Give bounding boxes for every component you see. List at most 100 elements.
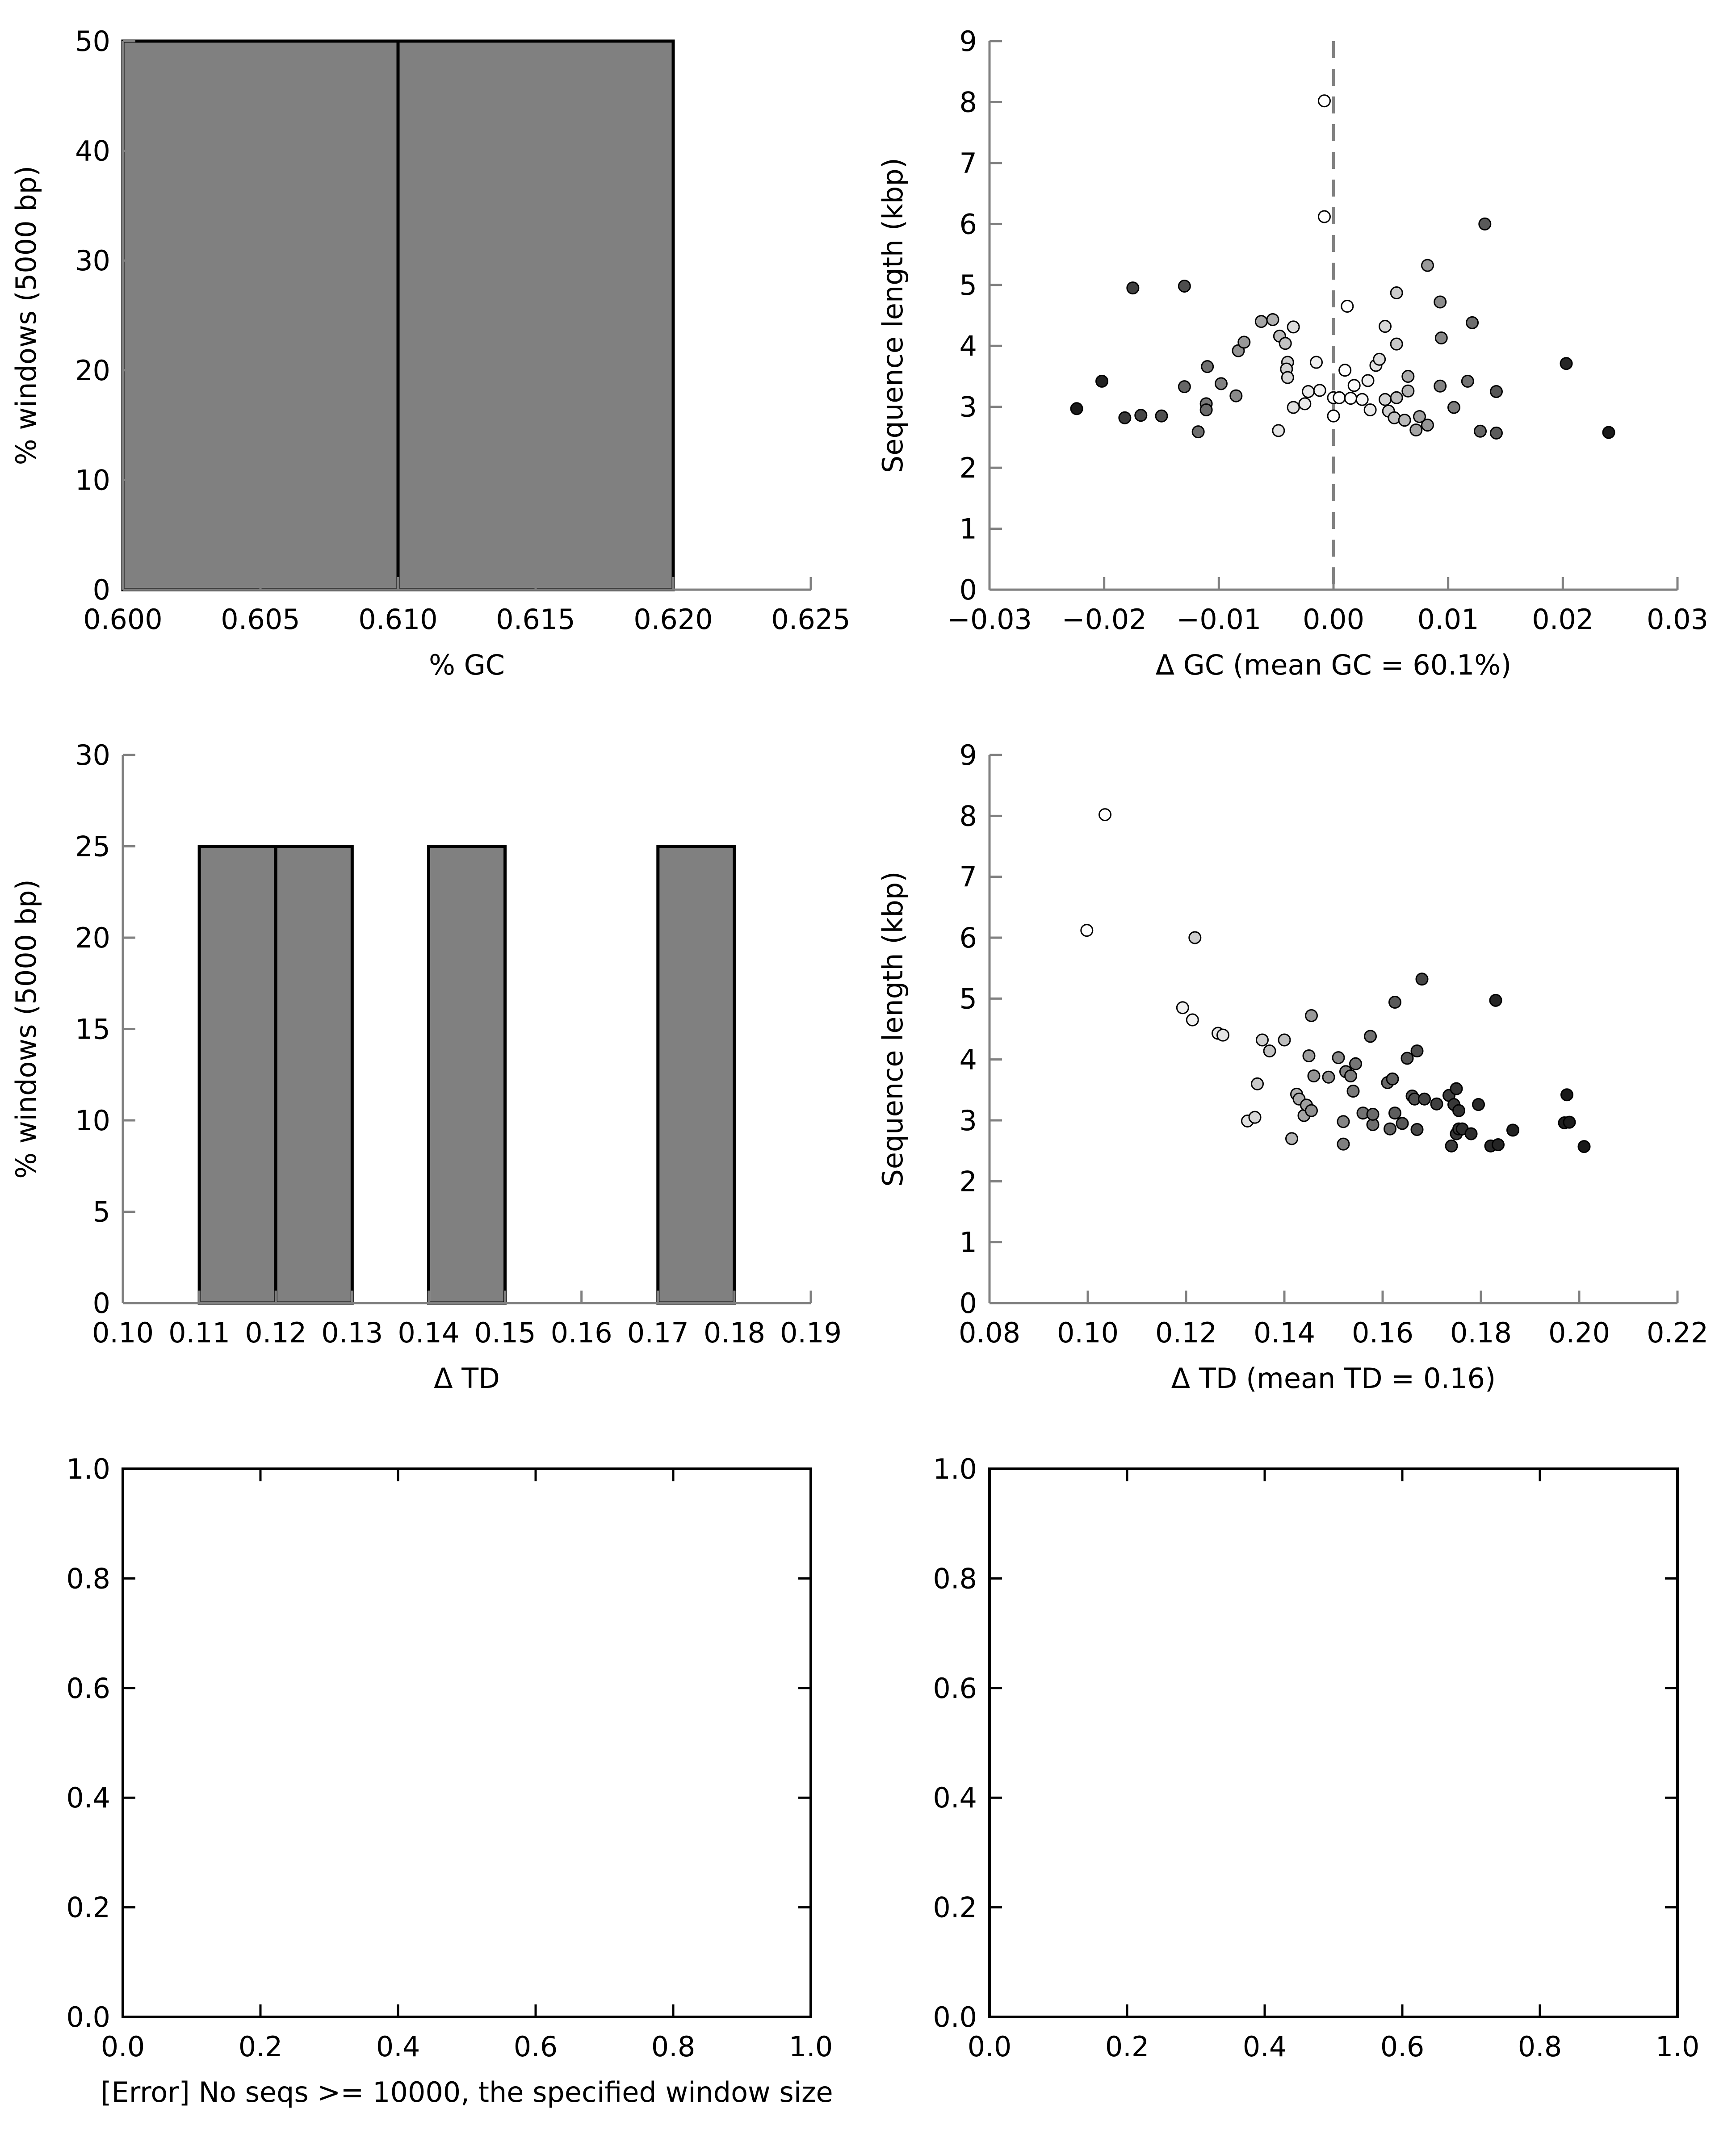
scatter-point xyxy=(1452,1104,1465,1117)
scatter-point xyxy=(1413,410,1426,423)
scatter-point xyxy=(1344,392,1357,405)
y-tick-label: 40 xyxy=(75,135,110,168)
scatter-point xyxy=(1347,379,1361,392)
x-tick-label: 0.11 xyxy=(168,1316,230,1349)
y-tick-label: 5 xyxy=(93,1196,110,1228)
x-axis-label: Δ TD (mean TD = 0.16) xyxy=(1171,1362,1496,1395)
y-tick-label: 50 xyxy=(75,25,110,58)
scatter-point xyxy=(1386,1072,1399,1086)
scatter-point xyxy=(1379,320,1392,333)
x-axis-label: Δ TD xyxy=(434,1362,500,1395)
y-tick-label: 1 xyxy=(960,1226,977,1259)
x-tick-label: 0.600 xyxy=(83,603,163,636)
plot-frame xyxy=(122,1467,812,2018)
scatter-point xyxy=(1266,313,1279,327)
scatter-point xyxy=(1445,1139,1458,1153)
y-axis-label: Sequence length (kbp) xyxy=(876,158,909,473)
x-tick-label: 0.14 xyxy=(398,1316,459,1349)
y-tick-label: 1.0 xyxy=(933,1453,977,1485)
y-tick-label: 1 xyxy=(960,513,977,545)
scatter-point xyxy=(1178,380,1191,394)
histogram-bar xyxy=(656,845,736,1305)
x-tick-label: 0.03 xyxy=(1647,603,1708,636)
scatter-point xyxy=(1341,300,1354,313)
chart-empty-left: 0.0 0.2 0.4 0.6 0.8 1.0 0.0 0.2 0.4 0.6 0.8 1.0 [Err… xyxy=(66,1453,833,2109)
y-tick-label: 0 xyxy=(93,574,110,606)
scatter-point xyxy=(1577,1140,1591,1153)
x-tick-label: 0.12 xyxy=(1155,1316,1217,1349)
scatter-point xyxy=(1410,1044,1424,1058)
scatter-point xyxy=(1333,391,1346,404)
x-tick-label: 0.605 xyxy=(221,603,300,636)
x-tick-label: 0.14 xyxy=(1254,1316,1315,1349)
y-tick-label: 10 xyxy=(75,1104,110,1137)
scatter-point xyxy=(1070,402,1083,415)
scatter-point xyxy=(1474,424,1487,438)
scatter-point xyxy=(1327,409,1340,423)
y-axis-label: % windows (5000 bp) xyxy=(10,879,42,1178)
x-tick-label: 0.610 xyxy=(358,603,438,636)
y-tick-label: 25 xyxy=(75,830,110,863)
scatter-point xyxy=(1285,1132,1298,1145)
scatter-point xyxy=(1186,1013,1199,1027)
y-tick-label: 9 xyxy=(960,25,977,58)
x-tick-label: −0.02 xyxy=(1062,603,1147,636)
scatter-point xyxy=(1373,352,1386,366)
y-tick-label: 0.6 xyxy=(66,1672,110,1705)
scatter-point xyxy=(1118,411,1132,424)
scatter-point xyxy=(1248,1111,1262,1124)
scatter-point xyxy=(1489,994,1502,1007)
scatter-point xyxy=(1176,1001,1189,1015)
scatter-point xyxy=(1478,217,1492,231)
x-tick-label: 0.17 xyxy=(627,1316,689,1349)
scatter-point xyxy=(1279,337,1292,350)
scatter-point xyxy=(1398,414,1411,427)
y-tick-label: 8 xyxy=(960,800,977,832)
scatter-point xyxy=(1364,1030,1377,1043)
scatter-point xyxy=(1396,1117,1409,1130)
x-tick-label: 0.15 xyxy=(474,1316,536,1349)
x-axis-label: % GC xyxy=(429,649,505,681)
x-tick-label: 0.10 xyxy=(1057,1316,1119,1349)
x-tick-label: 0.0 xyxy=(968,2030,1012,2063)
scatter-point xyxy=(1322,1070,1335,1084)
scatter-point xyxy=(1363,403,1377,416)
scatter-point xyxy=(1178,280,1191,293)
y-tick-label: 0.4 xyxy=(933,1782,977,1814)
scatter-point xyxy=(1272,424,1285,437)
scatter-point xyxy=(1337,1115,1350,1128)
scatter-point xyxy=(1492,1138,1505,1152)
scatter-point xyxy=(1390,391,1403,404)
y-tick-label: 5 xyxy=(960,269,977,302)
x-tick-label: 0.620 xyxy=(633,603,713,636)
histogram-bar xyxy=(121,39,400,591)
scatter-point xyxy=(1434,295,1447,309)
scatter-point xyxy=(1421,259,1434,272)
y-tick-label: 15 xyxy=(75,1013,110,1046)
scatter-point xyxy=(1461,374,1474,388)
x-tick-label: 0.2 xyxy=(239,2030,283,2063)
y-tick-label: 3 xyxy=(960,391,977,423)
scatter-point xyxy=(1317,210,1331,223)
y-tick-label: 7 xyxy=(960,147,977,180)
scatter-point xyxy=(1251,1077,1264,1090)
x-tick-label: 1.0 xyxy=(1656,2030,1700,2063)
scatter-point xyxy=(1201,360,1214,373)
scatter-point xyxy=(1361,374,1375,387)
y-tick-label: 0.0 xyxy=(933,2001,977,2033)
x-tick-label: 0.4 xyxy=(1243,2030,1287,2063)
x-tick-label: 0.2 xyxy=(1105,2030,1149,2063)
scatter-point xyxy=(1263,1044,1276,1058)
scatter-point xyxy=(1126,281,1140,295)
scatter-point xyxy=(1366,1107,1380,1121)
scatter-point xyxy=(1410,1123,1424,1136)
scatter-point xyxy=(1489,426,1503,440)
x-tick-label: 0.18 xyxy=(704,1316,765,1349)
y-tick-label: 5 xyxy=(960,982,977,1015)
scatter-point xyxy=(1199,403,1213,416)
scatter-point xyxy=(1256,1033,1269,1047)
scatter-point xyxy=(1095,374,1109,388)
scatter-point xyxy=(1302,385,1315,398)
scatter-point xyxy=(1390,337,1403,351)
